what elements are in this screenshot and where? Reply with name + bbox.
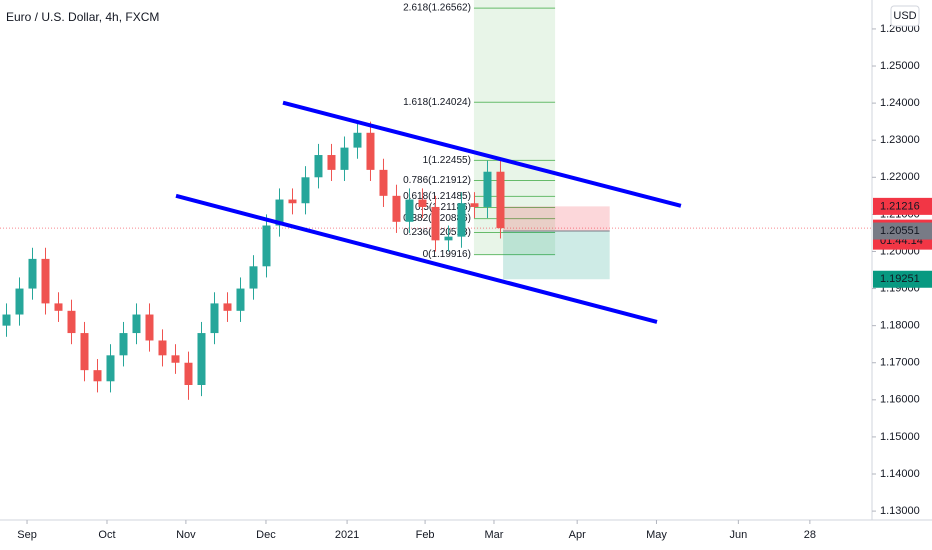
candle-body (249, 266, 258, 289)
x-tick-label: 2021 (335, 529, 359, 541)
candle-body (470, 203, 479, 207)
candle-body (405, 199, 414, 222)
target-zone (503, 231, 610, 280)
candle-body (314, 155, 323, 178)
candle-body (483, 171, 492, 207)
candle-body (15, 288, 24, 315)
x-tick-label: Feb (416, 529, 435, 541)
y-tick-label: 1.25000 (880, 60, 920, 72)
candle-body (80, 333, 89, 371)
channel-line (175, 193, 658, 324)
candle-body (431, 206, 440, 241)
candle-body (28, 258, 37, 289)
candle-body (262, 225, 271, 267)
candle-body (457, 203, 466, 237)
price-tag (873, 270, 932, 288)
candle-body (2, 314, 11, 326)
y-tick-label: 1.14000 (880, 468, 920, 480)
y-tick-label: 1.24000 (880, 97, 920, 109)
x-tick-label: May (646, 529, 667, 541)
candle-body (444, 236, 453, 241)
x-tick-label: Apr (569, 529, 586, 541)
fib-label: 0.5(1.21186) (415, 202, 471, 213)
price-tag (873, 222, 932, 240)
candle-body (67, 310, 76, 334)
x-tick-label: 28 (804, 529, 816, 541)
candle-body (353, 132, 362, 148)
candle-body (119, 333, 128, 356)
price-tag-label: 1.21216 (880, 200, 920, 212)
fib-label: 1(1.22455) (423, 155, 471, 166)
stop-zone (503, 206, 610, 232)
chart-title: Euro / U.S. Dollar, 4h, FXCM (6, 10, 159, 24)
candle-body (210, 303, 219, 334)
candle-body (158, 340, 167, 356)
candle-body (275, 199, 284, 226)
price-tag (873, 197, 932, 215)
candle-body (327, 155, 336, 170)
candle-body (366, 132, 375, 170)
candle-body (392, 195, 401, 222)
candle-body (106, 355, 115, 382)
candle-body (171, 355, 180, 363)
candle-body (301, 177, 310, 204)
y-tick-label: 1.22000 (880, 171, 920, 183)
candle-body (197, 333, 206, 385)
candle-body (54, 303, 63, 311)
y-tick-label: 1.18000 (880, 320, 920, 332)
y-tick-label: 1.13000 (880, 505, 920, 517)
y-tick-label: 1.23000 (880, 134, 920, 146)
x-tick-label: Dec (256, 529, 276, 541)
candle-body (132, 314, 141, 334)
x-tick-label: Oct (98, 529, 115, 541)
x-tick-label: Jun (729, 529, 747, 541)
fib-label: 2.618(1.26562) (403, 3, 471, 14)
candle-body (93, 370, 102, 382)
price-tag-label: 1.20551 (880, 225, 920, 237)
y-tick-label: 1.16000 (880, 394, 920, 406)
candle-body (145, 314, 154, 341)
candle-body (379, 169, 388, 196)
candle-body (223, 303, 232, 311)
currency-box[interactable] (890, 5, 920, 27)
fib-upper-zone (473, 0, 556, 9)
candle-body (41, 258, 50, 304)
price-tag-label: 1.19251 (880, 273, 920, 285)
candle-body (418, 199, 427, 207)
candle-body (340, 147, 349, 170)
currency-label[interactable]: USD (893, 10, 916, 22)
fib-label: 1.618(1.24024) (403, 97, 471, 108)
candle-body (236, 288, 245, 311)
channel-line (282, 100, 682, 208)
fib-label: 0.786(1.21912) (403, 175, 471, 186)
candle-body (184, 362, 193, 385)
y-tick-label: 1.17000 (880, 357, 920, 369)
x-tick-label: Mar (485, 529, 504, 541)
y-tick-label: 1.15000 (880, 431, 920, 443)
x-tick-label: Sep (17, 529, 37, 541)
candle-body (496, 171, 505, 229)
candle-body (288, 199, 297, 204)
fib-label: 0.618(1.21485) (403, 191, 471, 202)
fib-label: 0(1.19916) (423, 249, 471, 260)
x-tick-label: Nov (176, 529, 196, 541)
